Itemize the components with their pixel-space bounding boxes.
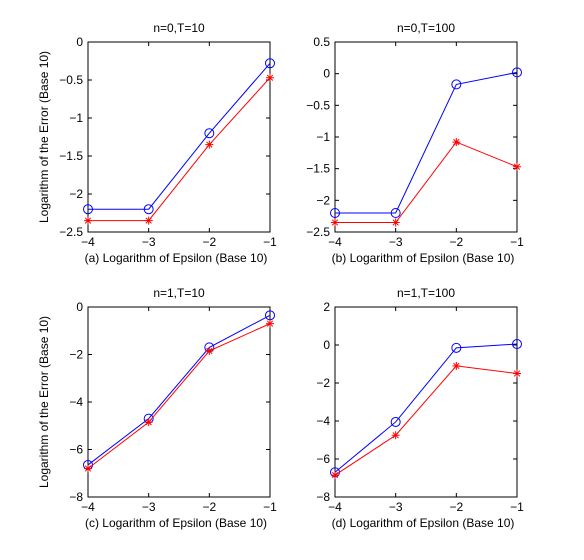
x-axis-label: (c) Logarithm of Epsilon (Base 10) [85, 516, 267, 530]
y-tick-label: −6 [316, 452, 330, 466]
axes-box [334, 41, 518, 233]
series-line-circle [87, 314, 271, 466]
y-tick-label: −8 [316, 490, 330, 504]
y-tick-label: −1.5 [306, 162, 330, 176]
circle-marker [512, 339, 522, 350]
series-line-circle [88, 62, 271, 210]
series-line-circle [334, 343, 518, 473]
x-tick-label: −3 [389, 500, 403, 514]
asterisk-marker [452, 138, 461, 147]
asterisk-marker [84, 216, 92, 225]
y-tick-label: −6 [69, 443, 83, 457]
y-tick-label: 0 [76, 35, 83, 49]
x-tick-label: −3 [389, 235, 403, 249]
panel-b: −4 −3 −2 −1 −2.5 −2 −1.5 −1 −0.5 0 0.5 n=0,T=100 (b)… [306, 21, 524, 265]
y-tick-label: −4 [69, 395, 83, 409]
x-tick-label: −2 [449, 235, 463, 249]
x-axis-label: (b) Logarithm of Epsilon (Base 10) [332, 251, 515, 265]
asterisk-marker [266, 73, 274, 82]
y-tick-label: −0.5 [306, 98, 330, 112]
axes-box [87, 41, 271, 233]
circle-marker [330, 208, 340, 218]
circle-marker [512, 67, 522, 78]
y-tick-label: −2 [316, 376, 330, 390]
x-tick-label: −1 [263, 235, 277, 249]
y-tick-label: 0 [76, 300, 83, 314]
circle-marker [451, 79, 462, 90]
asterisk-marker [391, 218, 400, 227]
y-tick-label: −1 [316, 130, 330, 144]
asterisk-marker [513, 369, 521, 378]
asterisk-marker [84, 464, 92, 473]
y-tick-label: −2 [69, 348, 83, 362]
chart-title: n=1,T=10 [153, 286, 205, 300]
asterisk-marker [205, 140, 214, 149]
y-tick-label: −2.5 [59, 225, 83, 239]
x-tick-label: −3 [142, 235, 156, 249]
x-tick-label: −2 [202, 500, 216, 514]
y-tick-label: −2 [69, 187, 83, 201]
x-tick-label: −4 [81, 235, 95, 249]
asterisk-marker [144, 418, 153, 427]
circle-marker [143, 204, 154, 215]
axes-box [87, 306, 271, 498]
y-axis-label: Logarithm of the Error (Base 10) [37, 316, 51, 488]
panel-d: −4 −3 −2 −1 −8 −6 −4 −2 0 2 n=1,T=100 (d) Logarithm… [316, 286, 524, 530]
panel-a: −4 −3 −2 −1 −2.5 −2 −1.5 −1 −0.5 0 n=0,T=10 (a) Log… [37, 21, 277, 265]
panel-c: −4 −3 −2 −1 −8 −6 −4 −2 0 n=1,T=10 (c) Logarithm o… [37, 286, 277, 530]
y-tick-label: −2 [316, 193, 330, 207]
asterisk-marker [331, 218, 339, 227]
y-tick-label: 2 [323, 300, 330, 314]
circle-marker [83, 204, 93, 215]
asterisk-marker [266, 319, 274, 328]
series-line-asterisk [334, 365, 518, 476]
y-tick-label: −8 [69, 490, 83, 504]
x-tick-label: −1 [510, 235, 524, 249]
series-line-asterisk [88, 77, 271, 222]
x-axis-label: (a) Logarithm of Epsilon (Base 10) [85, 251, 268, 265]
x-tick-label: −2 [202, 235, 216, 249]
x-tick-label: −4 [328, 235, 342, 249]
x-tick-label: −2 [449, 500, 463, 514]
series-line-circle [335, 71, 518, 214]
y-tick-label: 0.5 [313, 35, 330, 49]
circle-marker [451, 342, 462, 353]
chart-title: n=0,T=100 [397, 21, 455, 35]
circle-marker [390, 416, 401, 427]
y-tick-label: 0 [323, 338, 330, 352]
chart-title: n=0,T=10 [153, 21, 205, 35]
y-tick-label: −0.5 [59, 73, 83, 87]
circle-marker [265, 58, 275, 69]
circle-marker [204, 128, 215, 139]
x-tick-label: −1 [510, 500, 524, 514]
asterisk-marker [205, 346, 214, 355]
x-axis-label: (d) Logarithm of Epsilon (Base 10) [332, 516, 515, 530]
y-tick-label: −2.5 [306, 225, 330, 239]
asterisk-marker [331, 471, 339, 480]
series-line-asterisk [87, 323, 271, 469]
circle-marker [390, 208, 401, 218]
y-axis-label: Logarithm of the Error (Base 10) [37, 51, 51, 223]
x-tick-label: −1 [263, 500, 277, 514]
chart-title: n=1,T=100 [397, 286, 455, 300]
axes-box [334, 306, 518, 498]
y-tick-label: −1 [69, 111, 83, 125]
asterisk-marker [513, 162, 521, 171]
series-line-asterisk [335, 141, 518, 223]
y-tick-label: 0 [323, 67, 330, 81]
y-tick-label: −4 [316, 414, 330, 428]
x-tick-label: −4 [81, 500, 95, 514]
asterisk-marker [391, 431, 400, 440]
x-tick-label: −4 [328, 500, 342, 514]
x-tick-label: −3 [142, 500, 156, 514]
y-tick-label: −1.5 [59, 149, 83, 163]
asterisk-marker [144, 216, 153, 225]
asterisk-marker [452, 361, 461, 370]
